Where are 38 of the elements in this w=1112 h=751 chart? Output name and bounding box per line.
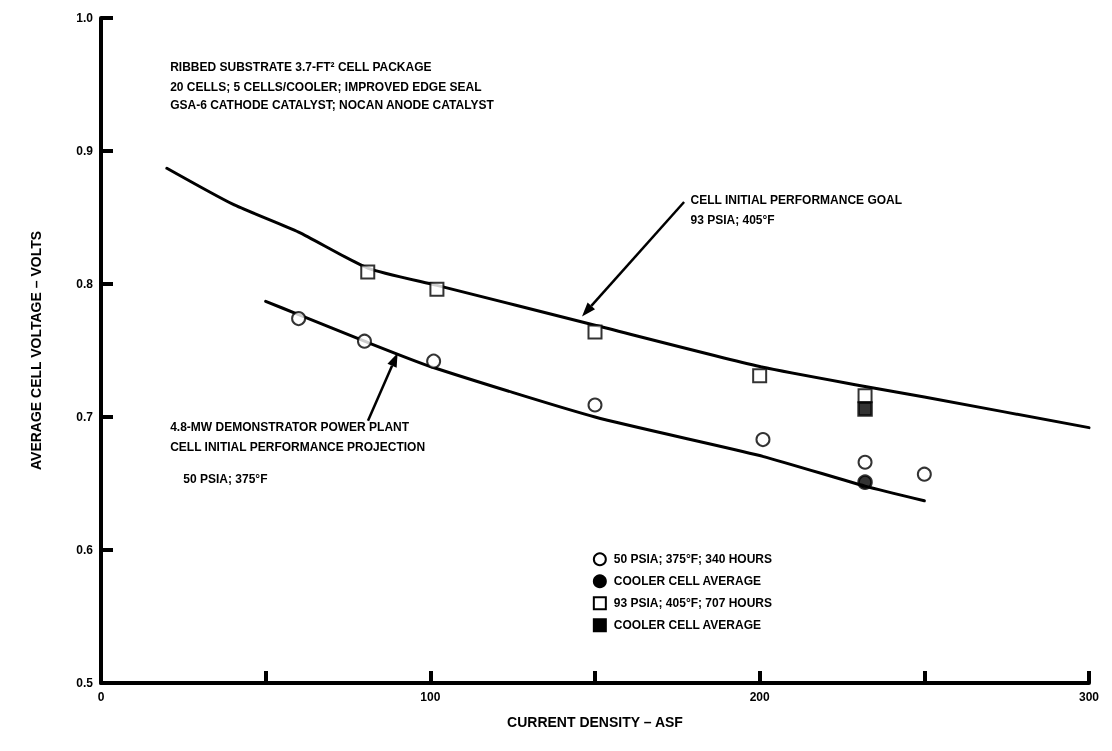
legend-label: 50 PSIA; 375°F; 340 HOURS	[613, 552, 773, 567]
annotation: GSA-6 CATHODE CATALYST; NOCAN ANODE CATALYST	[170, 98, 495, 113]
point	[360, 264, 376, 280]
annotation: 20 CELLS; 5 CELLS/COOLER; IMPROVED EDGE SEAL	[170, 79, 482, 94]
point	[755, 432, 771, 448]
point	[587, 397, 603, 413]
x-tick-label: 200	[749, 690, 770, 704]
x-tick-label: 0	[97, 690, 105, 704]
point	[356, 333, 372, 349]
y-tick-label: 0.8	[76, 277, 94, 291]
point	[857, 401, 873, 417]
y-tick-label: 0.7	[76, 410, 94, 424]
point	[857, 454, 873, 470]
y-tick-label: 0.9	[76, 144, 94, 158]
point	[291, 311, 307, 327]
y-tick-label: 0.6	[76, 543, 94, 557]
line-series	[165, 166, 1091, 430]
y-axis-title: AVERAGE CELL VOLTAGE – VOLTS	[28, 230, 44, 471]
y-tick-label: 0.5	[76, 676, 94, 690]
x-tick-label: 100	[420, 690, 441, 704]
annotation: RIBBED SUBSTRATE 3.7-FT² CELL PACKAGE	[170, 59, 432, 74]
y-tick-label: 1.0	[76, 11, 94, 25]
point	[429, 281, 445, 297]
point	[752, 368, 768, 384]
annotation: CELL INITIAL PERFORMANCE GOAL	[690, 192, 903, 207]
legend-label: COOLER CELL AVERAGE	[613, 618, 761, 633]
x-axis-title: CURRENT DENSITY – ASF	[507, 714, 684, 730]
point	[587, 324, 603, 340]
annotation: 50 PSIA; 375°F	[183, 471, 268, 486]
annotation: 93 PSIA; 405°F	[690, 212, 775, 227]
x-tick-label: 300	[1078, 690, 1100, 704]
annotation: CELL INITIAL PERFORMANCE PROJECTION	[170, 439, 426, 454]
point	[916, 466, 932, 482]
point	[857, 474, 873, 490]
point	[426, 353, 442, 369]
legend-label: 93 PSIA; 405°F; 707 HOURS	[613, 596, 773, 611]
annotation: 4.8-MW DEMONSTRATOR POWER PLANT	[170, 419, 410, 434]
legend-label: COOLER CELL AVERAGE	[613, 574, 761, 589]
